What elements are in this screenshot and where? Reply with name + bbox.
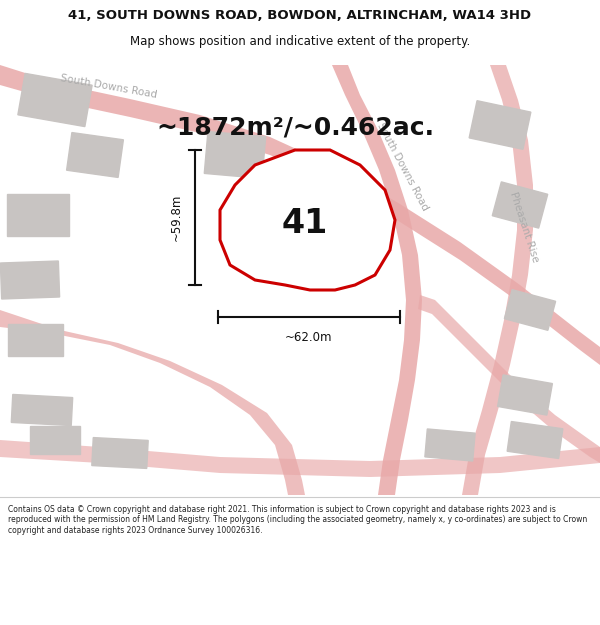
Polygon shape	[418, 295, 600, 463]
Bar	[469, 101, 531, 149]
Text: ~1872m²/~0.462ac.: ~1872m²/~0.462ac.	[156, 115, 434, 139]
Polygon shape	[330, 65, 422, 495]
Bar	[497, 375, 553, 415]
Polygon shape	[0, 65, 600, 365]
Text: Contains OS data © Crown copyright and database right 2021. This information is : Contains OS data © Crown copyright and d…	[8, 505, 587, 535]
Bar	[1, 261, 59, 299]
Bar	[18, 73, 92, 127]
Bar	[30, 426, 80, 454]
Bar	[507, 421, 563, 459]
Bar	[11, 394, 73, 426]
Text: Map shows position and indicative extent of the property.: Map shows position and indicative extent…	[130, 35, 470, 48]
Polygon shape	[462, 65, 533, 495]
Bar	[67, 132, 124, 178]
Text: ~62.0m: ~62.0m	[285, 331, 333, 344]
Text: Pheasant Rise: Pheasant Rise	[508, 191, 540, 264]
Polygon shape	[0, 440, 600, 477]
Bar	[425, 429, 475, 461]
Polygon shape	[220, 150, 395, 290]
Bar	[92, 438, 148, 468]
Text: 41: 41	[282, 206, 328, 239]
Bar	[7, 324, 62, 356]
Bar	[505, 290, 556, 330]
Polygon shape	[0, 310, 305, 495]
Text: South Downs Road: South Downs Road	[60, 74, 158, 101]
Bar	[204, 131, 266, 179]
Bar	[261, 166, 309, 204]
Text: ~59.8m: ~59.8m	[170, 194, 183, 241]
Text: South Downs Road: South Downs Road	[375, 121, 430, 212]
Text: 41, SOUTH DOWNS ROAD, BOWDON, ALTRINCHAM, WA14 3HD: 41, SOUTH DOWNS ROAD, BOWDON, ALTRINCHAM…	[68, 9, 532, 22]
Bar	[492, 182, 548, 228]
Bar	[7, 194, 69, 236]
